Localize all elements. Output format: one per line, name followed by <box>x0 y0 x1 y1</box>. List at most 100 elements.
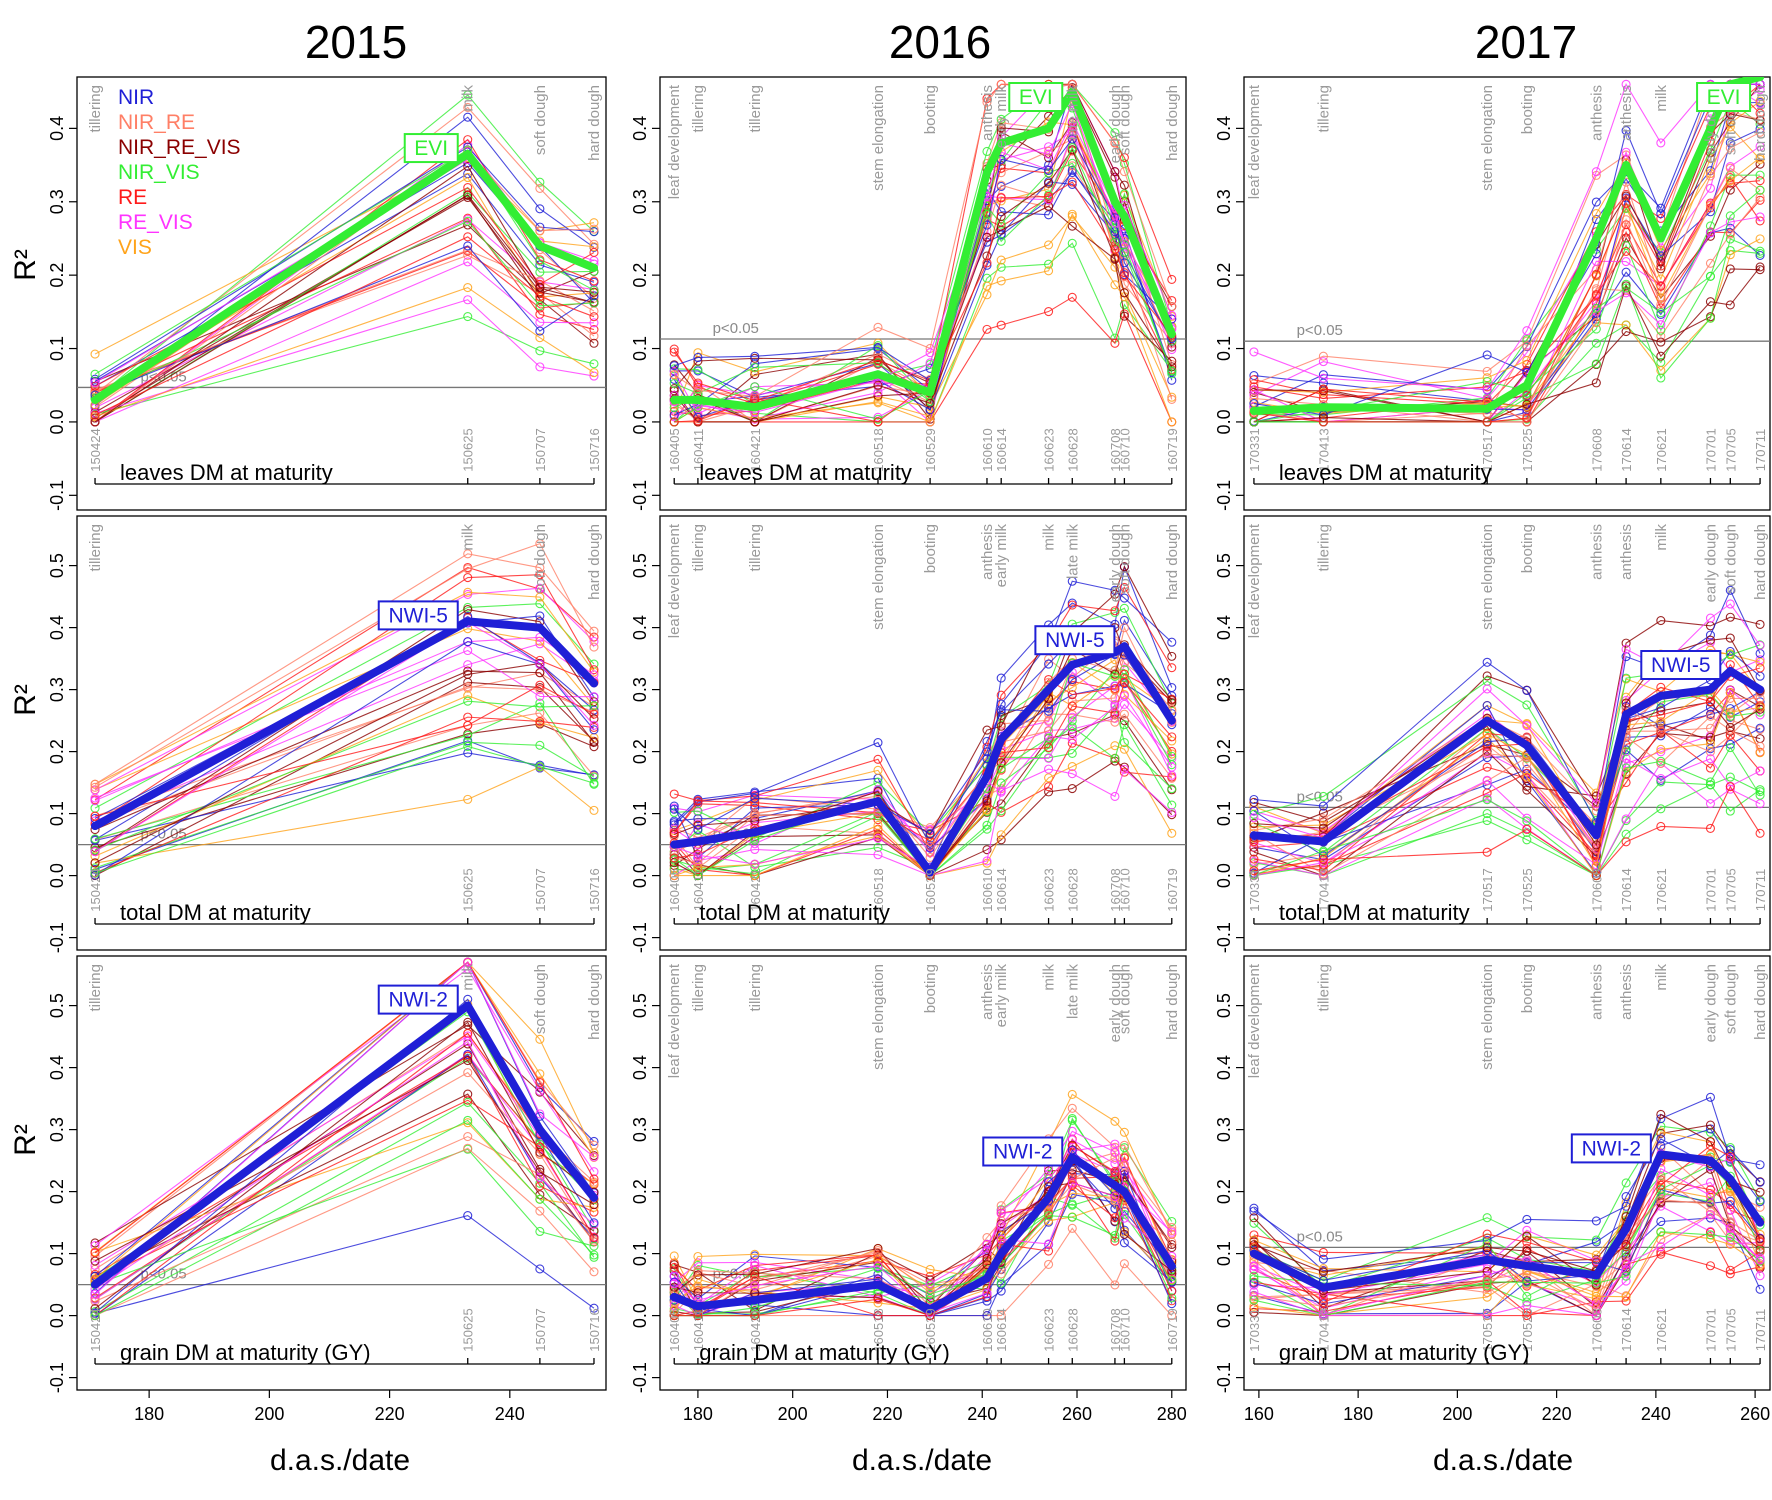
index-series-point <box>535 1147 545 1157</box>
index-series-point <box>535 183 545 193</box>
index-series-point <box>1044 703 1054 713</box>
index-series-point <box>1119 623 1129 633</box>
index-series-point <box>1705 696 1716 707</box>
index-series-point <box>1705 732 1716 742</box>
index-series-point <box>1167 1222 1177 1233</box>
y-tick-label: 0.0 <box>47 1303 67 1328</box>
x-axis-title-col2: d.a.s./date <box>852 1444 992 1477</box>
index-series-line <box>673 205 1173 423</box>
index-series-point <box>1725 1232 1735 1242</box>
highlight-series-point <box>693 837 702 846</box>
index-series-point <box>589 692 599 702</box>
index-series-point <box>1522 1246 1532 1256</box>
highlight-series-point <box>1068 87 1077 96</box>
panel-frame <box>659 955 1187 1391</box>
index-series-point <box>1249 809 1259 819</box>
highlight-series-point <box>1167 716 1176 725</box>
stage-label: tillering <box>690 964 707 1012</box>
index-series-point <box>1110 717 1120 727</box>
highlight-series-point <box>1044 1193 1053 1202</box>
index-series-point <box>463 135 473 145</box>
index-series-point <box>1110 253 1120 263</box>
index-series-point <box>1249 375 1259 385</box>
index-series-point <box>1119 709 1129 719</box>
index-series-point <box>1725 1199 1735 1210</box>
y-tick-label: 0.3 <box>1214 1117 1234 1142</box>
index-series-point <box>1755 1271 1765 1281</box>
index-series-point <box>750 1305 760 1316</box>
highlight-series-point <box>1068 1153 1077 1162</box>
index-series-point <box>1755 1260 1765 1270</box>
index-series-point <box>1705 1092 1716 1102</box>
index-series-point <box>925 348 935 358</box>
panels: -0.10.00.10.20.30.4p<0.05tillering150424… <box>47 76 1771 1424</box>
index-series-line <box>94 1032 595 1270</box>
index-series-point <box>1705 798 1716 809</box>
index-series-point <box>873 358 883 368</box>
index-series-point <box>1167 1276 1177 1286</box>
y-tick-label: 0.4 <box>1214 1055 1234 1080</box>
index-series-point <box>1249 870 1259 880</box>
index-series-point <box>1044 696 1054 707</box>
index-series-point <box>982 324 992 334</box>
index-series-point <box>1591 209 1601 219</box>
index-series-point <box>1755 1187 1765 1197</box>
index-series-point <box>1318 854 1328 864</box>
index-series-line <box>1253 89 1761 423</box>
index-series-point <box>1755 1177 1765 1187</box>
index-series-line <box>1253 131 1761 423</box>
index-series-line <box>673 162 1173 403</box>
index-series-point <box>1318 791 1328 801</box>
index-series-point <box>1249 866 1259 876</box>
index-series-line <box>94 574 595 825</box>
index-series-point <box>1119 1229 1129 1239</box>
y-tick-label: 0.0 <box>47 863 67 888</box>
index-series-point <box>1522 393 1532 403</box>
highlight-series-point <box>1656 691 1665 700</box>
index-series-point <box>1044 146 1054 156</box>
y-tick-label: -0.1 <box>630 922 650 953</box>
index-series-line <box>94 670 595 831</box>
trait-label: leaves DM at maturity <box>120 460 333 485</box>
index-series-line <box>94 245 595 396</box>
index-series-point <box>1044 210 1054 220</box>
index-series-line <box>1253 1188 1761 1305</box>
index-series-point <box>1482 729 1492 739</box>
index-series-point <box>589 368 599 378</box>
stage-label: tillering <box>1315 85 1332 133</box>
stage-label: tillering <box>87 524 104 572</box>
index-series-point <box>1725 300 1735 310</box>
stage-label: anthesis <box>1618 524 1635 580</box>
index-series-line <box>673 1201 1173 1310</box>
index-series-point <box>873 1294 883 1304</box>
index-series-point <box>1167 1299 1177 1309</box>
index-series-point <box>1591 338 1601 348</box>
index-series-point <box>1044 201 1054 211</box>
date-label: 160610 <box>980 1308 995 1351</box>
stage-label: anthesis <box>979 85 996 141</box>
index-series-point <box>1656 325 1666 335</box>
index-series-line <box>673 643 1173 877</box>
index-series-point <box>1249 822 1259 832</box>
index-series-point <box>1522 1308 1532 1318</box>
highlight-label: EVI <box>403 133 459 164</box>
index-series-point <box>1705 1185 1716 1195</box>
x-tick-label: 240 <box>967 1404 997 1424</box>
highlight-series-point <box>91 395 100 404</box>
index-series-point <box>1705 754 1716 764</box>
stage-label: anthesis <box>979 524 996 580</box>
index-series-point <box>1067 600 1077 610</box>
y-tick-label: -0.1 <box>47 922 67 953</box>
y-tick-label: 0.4 <box>1214 615 1234 640</box>
index-series-point <box>1482 762 1492 772</box>
stage-label: booting <box>922 524 939 573</box>
index-series-point <box>463 312 473 322</box>
index-series-point <box>873 398 883 408</box>
index-series-line <box>1253 266 1761 423</box>
index-series-line <box>674 138 1173 382</box>
index-series-line <box>94 1147 595 1317</box>
index-series-point <box>1705 271 1716 281</box>
index-series-point <box>1067 576 1077 586</box>
date-label: 150424 <box>88 868 103 911</box>
index-series-point <box>1044 773 1054 783</box>
